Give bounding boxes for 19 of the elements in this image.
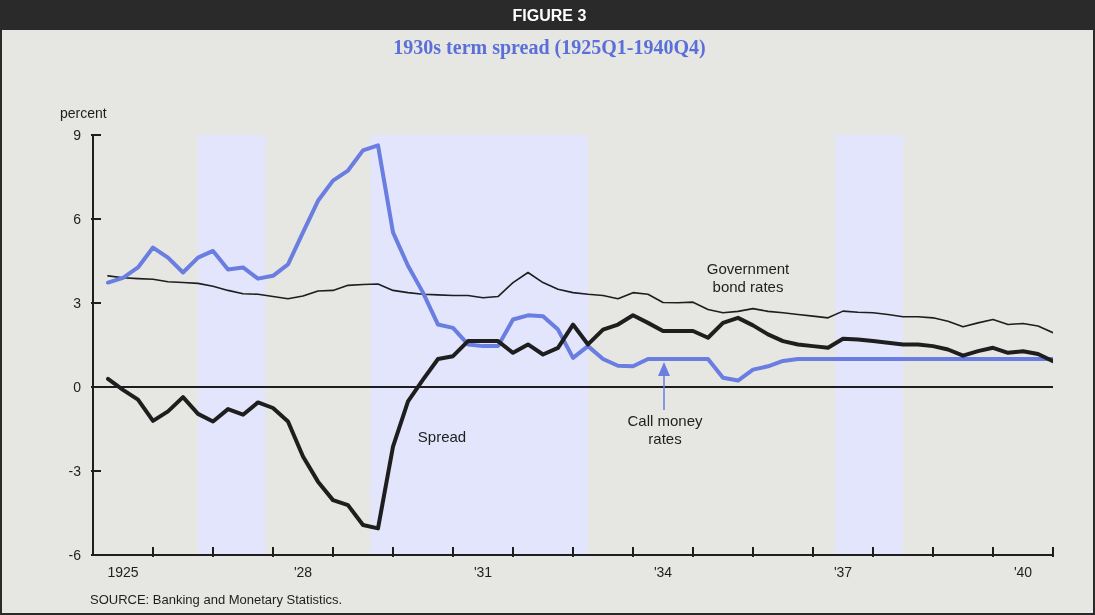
- x-tick-label: '31: [473, 564, 493, 580]
- source-note: SOURCE: Banking and Monetary Statistics.: [90, 592, 343, 607]
- y-tick-label: -6: [68, 547, 82, 563]
- y-tick-label: -3: [68, 463, 82, 479]
- x-tick-label: '28: [293, 564, 313, 580]
- x-tick-label: '37: [833, 564, 853, 580]
- y-tick-label: 9: [73, 127, 82, 143]
- x-tick-label: 1925: [107, 564, 139, 580]
- chart-title: FIGURE 3: [2, 2, 1095, 30]
- y-tick-label: 3: [73, 295, 82, 311]
- y-tick-label: 6: [73, 211, 82, 227]
- x-tick-label: '34: [653, 564, 673, 580]
- text: Call money rates: [626, 412, 704, 448]
- chart-subtitle: 1930s term spread (1925Q1-1940Q4): [392, 36, 707, 59]
- y-axis-title: percent: [60, 105, 107, 121]
- x-tick-label: '40: [1013, 564, 1033, 580]
- series-label: Government bond rates: [705, 260, 791, 296]
- series-label: Spread: [416, 428, 468, 446]
- y-tick-label: 0: [73, 379, 82, 395]
